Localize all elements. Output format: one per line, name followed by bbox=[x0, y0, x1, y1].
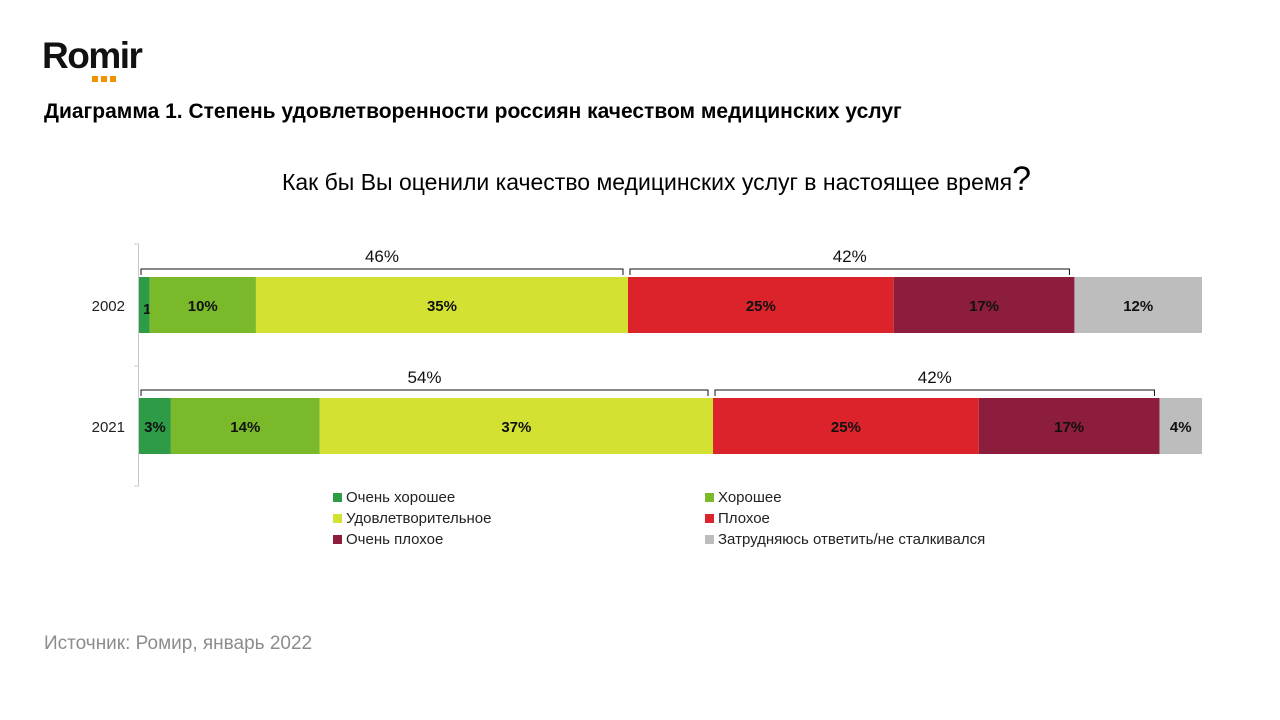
group-bracket-2002-1 bbox=[629, 268, 1070, 275]
legend-label-3: Плохое bbox=[718, 509, 770, 527]
page-title: Диаграмма 1. Степень удовлетворенности р… bbox=[44, 100, 902, 123]
category-label-2021: 2021 bbox=[92, 419, 125, 436]
legend-swatch-3 bbox=[705, 513, 714, 523]
bar-2002-series-1 bbox=[149, 277, 256, 333]
data-label-2002-series-1: 10% bbox=[188, 298, 218, 315]
data-label-2021-series-2: 37% bbox=[501, 419, 531, 436]
logo-text: Romir bbox=[42, 35, 143, 76]
bar-2002-series-4 bbox=[893, 277, 1075, 333]
group-total-2021-0: 54% bbox=[407, 368, 441, 387]
data-label-2002-series-2: 35% bbox=[427, 298, 457, 315]
legend-item-0: Очень хорошее bbox=[333, 488, 705, 506]
data-label-2021-series-1: 14% bbox=[230, 419, 260, 436]
group-total-2021-1: 42% bbox=[918, 368, 952, 387]
chart-title-qmark: ? bbox=[1012, 160, 1032, 198]
legend-swatch-5 bbox=[705, 534, 714, 544]
legend-item-1: Хорошее bbox=[705, 488, 1053, 506]
legend-label-2: Удовлетворительное bbox=[346, 509, 492, 527]
legend-item-4: Очень плохое bbox=[333, 530, 705, 548]
source-note: Источник: Ромир, январь 2022 bbox=[44, 633, 313, 654]
data-label-2002-series-3: 25% bbox=[746, 298, 776, 315]
legend-item-5: Затрудняюсь ответить/не сталкивался bbox=[705, 530, 1053, 548]
legend-swatch-0 bbox=[333, 492, 342, 502]
bar-2002-series-2 bbox=[255, 277, 628, 333]
data-label-2021-series-4: 17% bbox=[1054, 419, 1084, 436]
legend-label-1: Хорошее bbox=[718, 488, 782, 506]
romir-logo: Romir bbox=[42, 35, 143, 82]
chart-legend: Очень хорошее Хорошее Удовлетворительное Пл… bbox=[333, 488, 1053, 548]
bar-2021-series-3 bbox=[713, 398, 979, 454]
group-total-2002-1: 42% bbox=[833, 247, 867, 266]
bar-2021-series-1 bbox=[170, 398, 320, 454]
bar-2021-series-0 bbox=[139, 398, 171, 454]
group-bracket-2021-1 bbox=[714, 389, 1155, 396]
group-bracket-2021-0 bbox=[140, 389, 709, 396]
legend-item-3: Плохое bbox=[705, 509, 1053, 527]
group-total-2002-0: 46% bbox=[365, 247, 399, 266]
bar-2002-series-0 bbox=[139, 277, 150, 333]
data-label-2002-series-4: 17% bbox=[969, 298, 999, 315]
bar-2021-series-2 bbox=[319, 398, 714, 454]
bar-2002-series-3 bbox=[627, 277, 894, 333]
data-label-2021-series-5: 4% bbox=[1170, 419, 1192, 436]
legend-label-4: Очень плохое bbox=[346, 530, 444, 548]
data-label-2021-series-0: 3% bbox=[144, 419, 166, 436]
legend-swatch-4 bbox=[333, 534, 342, 544]
bar-2002-series-5 bbox=[1074, 277, 1202, 333]
data-label-2021-series-3: 25% bbox=[831, 419, 861, 436]
legend-swatch-2 bbox=[333, 513, 342, 523]
logo-dots bbox=[92, 76, 116, 82]
legend-label-5: Затрудняюсь ответить/не сталкивался bbox=[718, 530, 986, 548]
group-bracket-2002-0 bbox=[140, 268, 624, 275]
chart-title: Как бы Вы оценили качество медицинских у… bbox=[0, 160, 1280, 199]
legend-item-2: Удовлетворительное bbox=[333, 509, 705, 527]
legend-label-0: Очень хорошее bbox=[346, 488, 456, 506]
category-label-2002: 2002 bbox=[92, 298, 125, 315]
chart-title-text: Как бы Вы оценили качество медицинских у… bbox=[281, 169, 1013, 195]
data-label-2002-series-5: 12% bbox=[1123, 298, 1153, 315]
legend-swatch-1 bbox=[705, 492, 714, 502]
bar-2021-series-4 bbox=[978, 398, 1160, 454]
bar-2021-series-5 bbox=[1159, 398, 1202, 454]
